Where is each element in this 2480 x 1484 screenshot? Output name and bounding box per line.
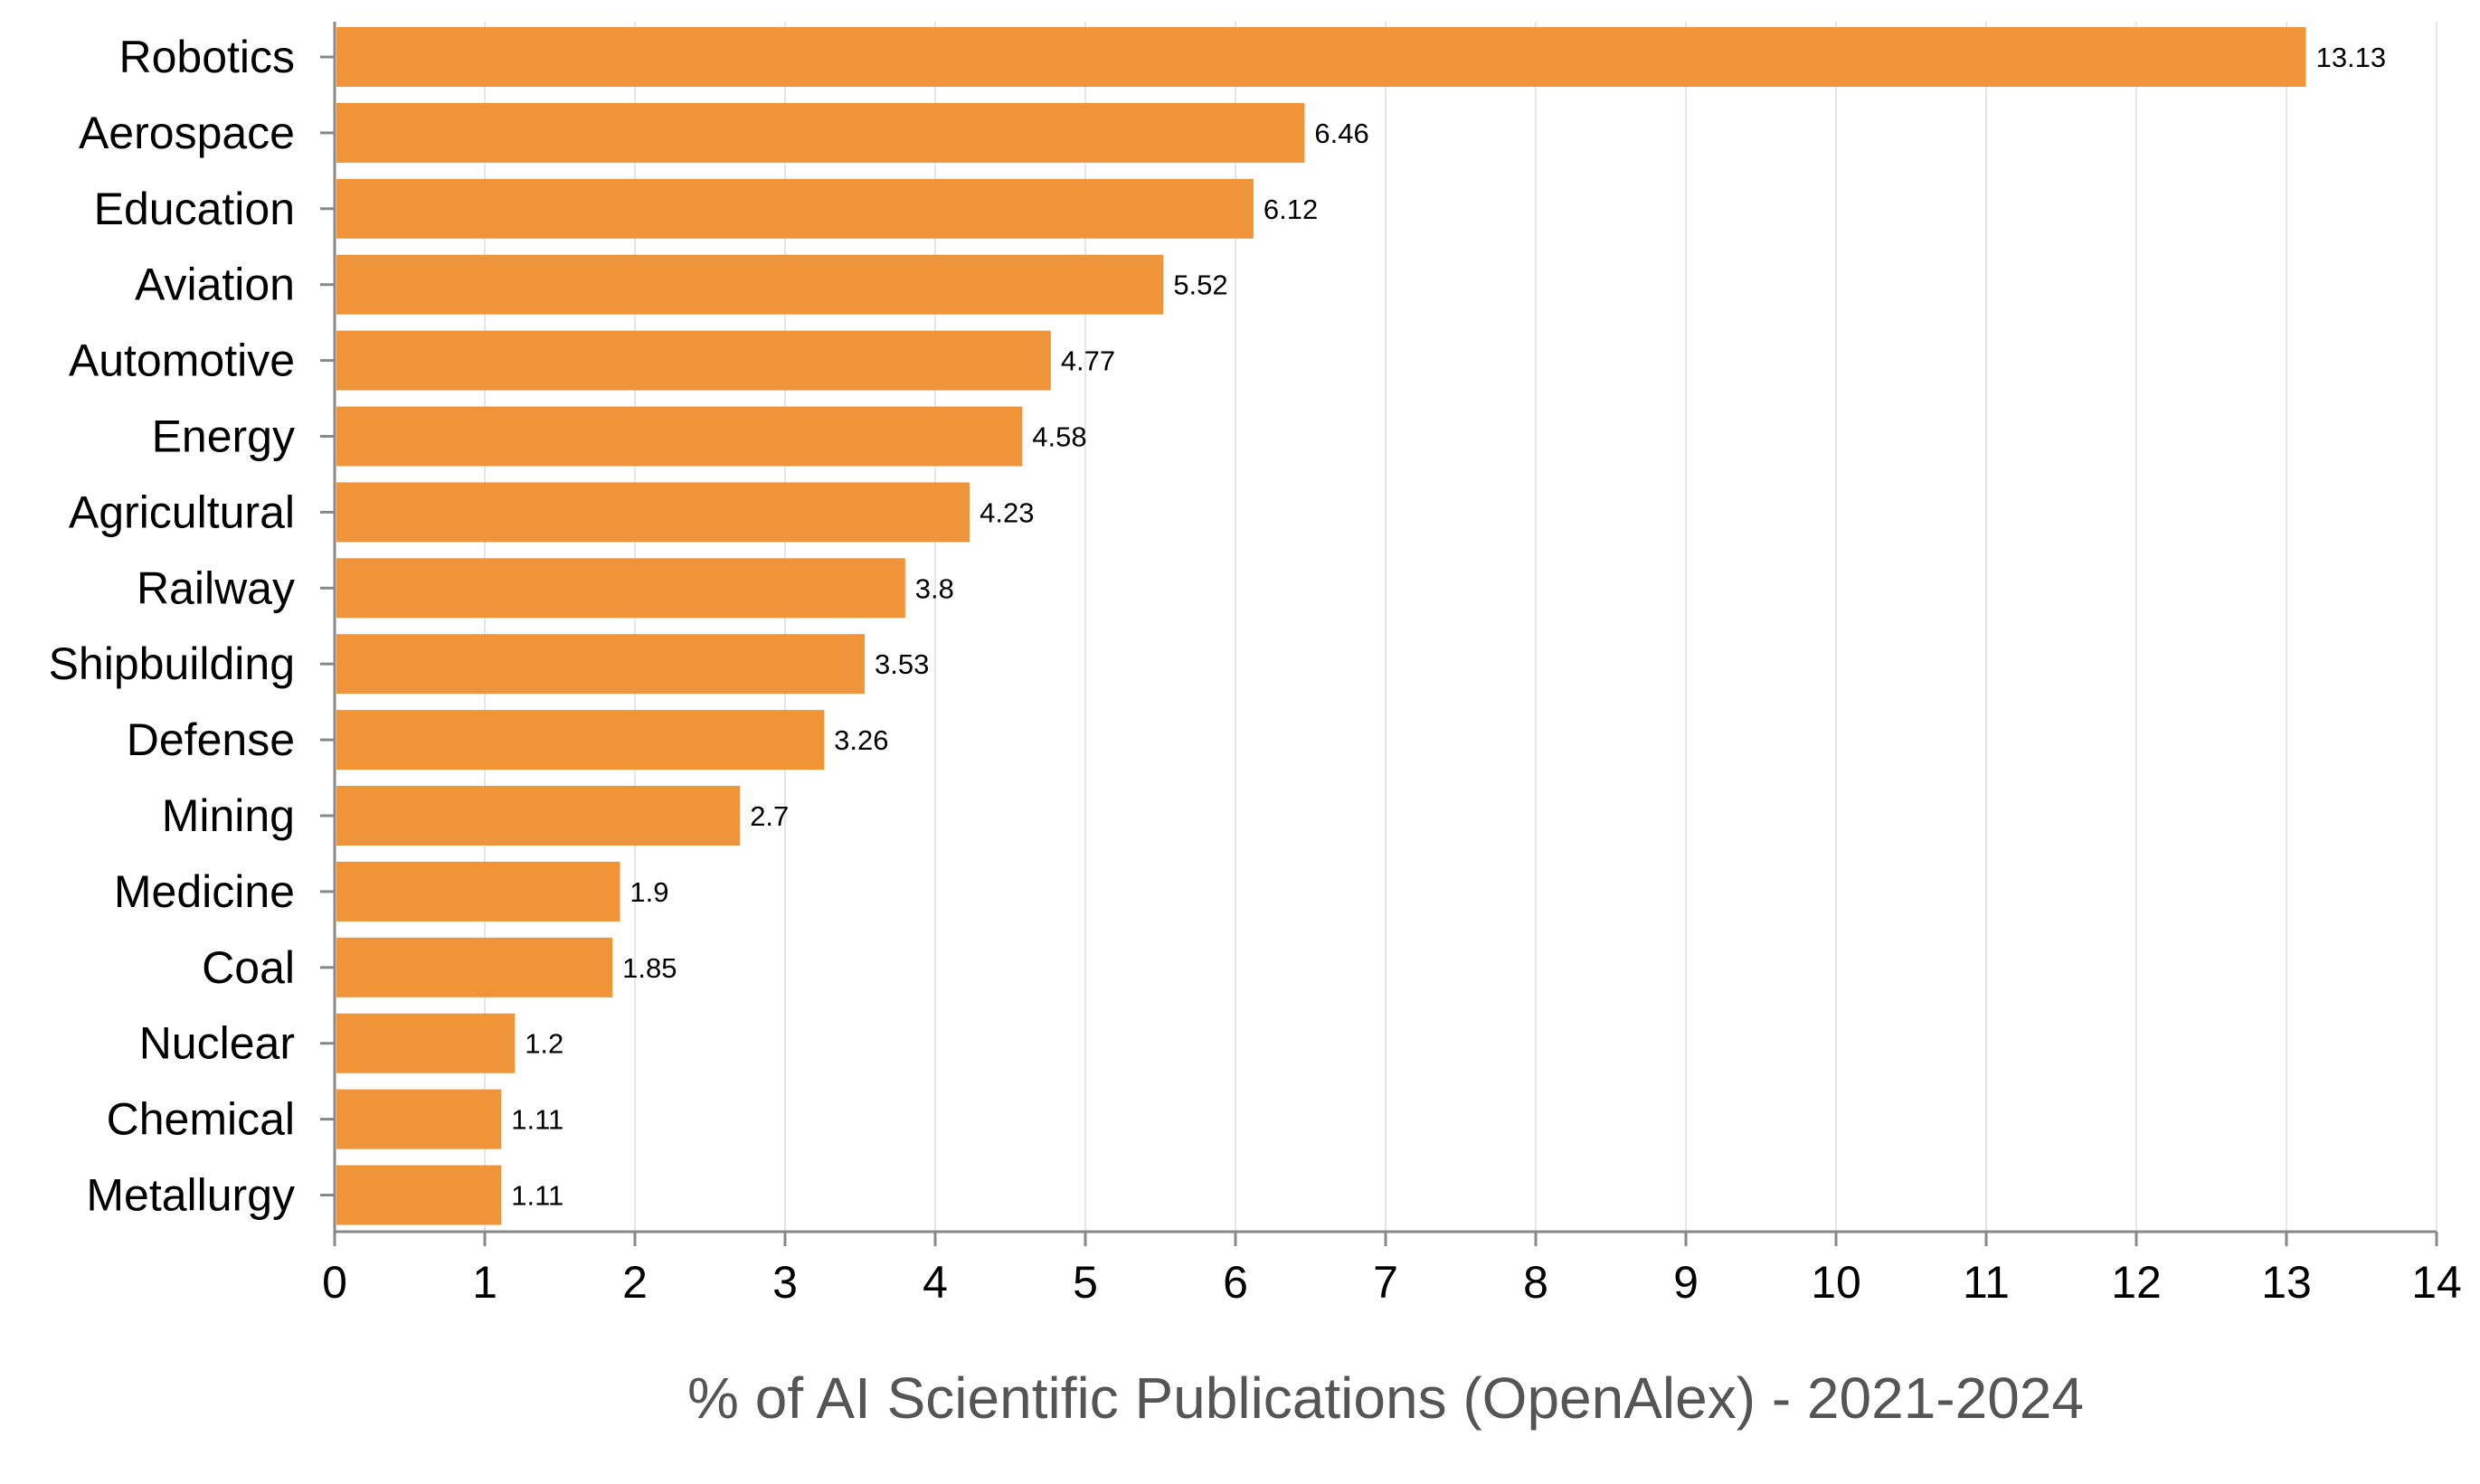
x-tick-label-10: 10 — [1811, 1257, 1861, 1308]
value-label-energy: 4.58 — [1032, 421, 1086, 453]
category-label-nuclear: Nuclear — [139, 1018, 295, 1069]
category-label-energy: Energy — [152, 411, 295, 462]
x-tick-label-4: 4 — [923, 1257, 948, 1308]
category-label-aviation: Aviation — [135, 260, 295, 310]
x-tick-label-2: 2 — [622, 1257, 648, 1308]
value-label-defense: 3.26 — [834, 724, 888, 756]
category-label-aerospace: Aerospace — [79, 108, 295, 158]
bar-medicine — [336, 861, 620, 922]
x-tick-label-11: 11 — [1963, 1257, 2010, 1308]
category-label-mining: Mining — [162, 790, 295, 841]
x-tick-label-1: 1 — [472, 1257, 497, 1308]
value-label-chemical: 1.11 — [511, 1104, 563, 1136]
value-label-nuclear: 1.2 — [525, 1028, 563, 1060]
value-label-aviation: 5.52 — [1173, 269, 1227, 301]
category-label-coal: Coal — [202, 942, 295, 993]
x-tick-label-9: 9 — [1673, 1257, 1699, 1308]
bar-nuclear — [336, 1013, 516, 1073]
value-label-robotics: 13.13 — [2316, 42, 2387, 73]
category-label-railway: Railway — [137, 562, 295, 613]
x-tick-label-12: 12 — [2111, 1257, 2162, 1308]
value-label-metallurgy: 1.11 — [511, 1180, 563, 1212]
bar-shipbuilding — [336, 634, 865, 695]
value-label-shipbuilding: 3.53 — [875, 648, 929, 680]
category-label-medicine: Medicine — [114, 866, 295, 917]
category-label-defense: Defense — [127, 714, 295, 765]
bar-aviation — [336, 254, 1164, 315]
category-label-shipbuilding: Shipbuilding — [49, 638, 295, 689]
bar-automotive — [336, 330, 1051, 391]
value-label-agricultural: 4.23 — [980, 496, 1034, 528]
bar-mining — [336, 786, 741, 846]
bar-robotics — [336, 27, 2306, 87]
x-tick-label-8: 8 — [1523, 1257, 1548, 1308]
x-axis-title: % of AI Scientific Publications (OpenAle… — [687, 1366, 2084, 1431]
x-tick-label-5: 5 — [1073, 1257, 1098, 1308]
bar-energy — [336, 406, 1023, 467]
x-tick-label-13: 13 — [2261, 1257, 2312, 1308]
value-label-mining: 2.7 — [750, 800, 789, 832]
bar-coal — [336, 937, 613, 997]
value-label-aerospace: 6.46 — [1314, 118, 1368, 149]
bar-railway — [336, 558, 905, 619]
value-label-automotive: 4.77 — [1061, 345, 1115, 377]
x-tick-label-0: 0 — [322, 1257, 347, 1308]
category-label-metallurgy: Metallurgy — [86, 1170, 295, 1221]
category-label-education: Education — [94, 184, 295, 234]
category-label-chemical: Chemical — [107, 1094, 295, 1145]
x-tick-label-14: 14 — [2411, 1257, 2462, 1308]
bar-aerospace — [336, 102, 1305, 163]
category-label-automotive: Automotive — [69, 336, 295, 386]
category-label-robotics: Robotics — [118, 32, 295, 82]
value-label-coal: 1.85 — [622, 952, 677, 984]
x-tick-label-6: 6 — [1223, 1257, 1248, 1308]
bar-metallurgy — [336, 1165, 502, 1225]
axes — [320, 22, 2438, 1246]
value-label-medicine: 1.9 — [629, 876, 668, 908]
value-label-railway: 3.8 — [915, 572, 954, 604]
value-label-education: 6.12 — [1264, 194, 1318, 225]
bar-chemical — [336, 1089, 502, 1149]
bar-education — [336, 178, 1254, 239]
x-tick-label-3: 3 — [772, 1257, 798, 1308]
category-label-agricultural: Agricultural — [69, 487, 295, 537]
bar-agricultural — [336, 482, 970, 543]
x-tick-label-7: 7 — [1373, 1257, 1398, 1308]
bars — [336, 27, 2306, 1225]
bar-defense — [336, 710, 825, 770]
